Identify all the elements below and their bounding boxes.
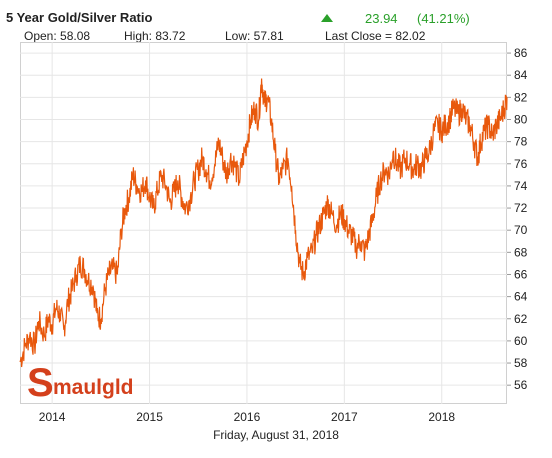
low-stat: Low: 57.81: [225, 29, 284, 43]
high-stat: High: 83.72: [124, 29, 186, 43]
x-tick-label: 2016: [234, 410, 261, 424]
logo: S maulgld: [25, 358, 135, 405]
grid-lines: [20, 42, 507, 404]
y-tick-label: 64: [514, 290, 528, 304]
open-stat: Open: 58.08: [24, 29, 91, 43]
logo-text: maulgld: [53, 376, 134, 399]
y-tick-label: 74: [514, 179, 528, 193]
up-arrow-icon: [321, 14, 333, 22]
y-tick-labels: 56 58 60 62 64 66 68 70 72 74 76 78 80 82 84 86: [507, 46, 528, 392]
y-tick-label: 72: [514, 201, 528, 215]
change-percent: (41.21%): [417, 11, 470, 26]
chart-date: Friday, August 31, 2018: [213, 428, 339, 442]
y-tick-label: 82: [514, 90, 528, 104]
logo-initial: S: [27, 361, 54, 402]
y-tick-label: 70: [514, 223, 528, 237]
y-tick-label: 60: [514, 334, 528, 348]
x-tick-label: 2014: [39, 410, 66, 424]
x-tick-label: 2015: [136, 410, 163, 424]
x-tick-labels: 2014 2015 2016 2017 2018: [39, 410, 456, 424]
plot-frame: [20, 42, 507, 404]
last-close-stat: Last Close = 82.02: [325, 29, 426, 43]
y-tick-label: 76: [514, 157, 528, 171]
y-tick-label: 62: [514, 312, 528, 326]
change-value: 23.94: [365, 11, 398, 26]
logo-mark: S maulgld: [27, 361, 134, 405]
x-tick-label: 2018: [428, 410, 455, 424]
chart-title: 5 Year Gold/Silver Ratio: [6, 10, 153, 25]
y-tick-label: 66: [514, 267, 528, 281]
y-tick-label: 86: [514, 46, 528, 60]
y-tick-label: 58: [514, 356, 528, 370]
y-tick-label: 78: [514, 135, 528, 149]
x-tick-label: 2017: [331, 410, 358, 424]
y-tick-label: 68: [514, 245, 528, 259]
series-line: [19, 78, 508, 368]
y-tick-label: 84: [514, 68, 528, 82]
y-tick-label: 56: [514, 378, 528, 392]
y-tick-label: 80: [514, 112, 528, 126]
